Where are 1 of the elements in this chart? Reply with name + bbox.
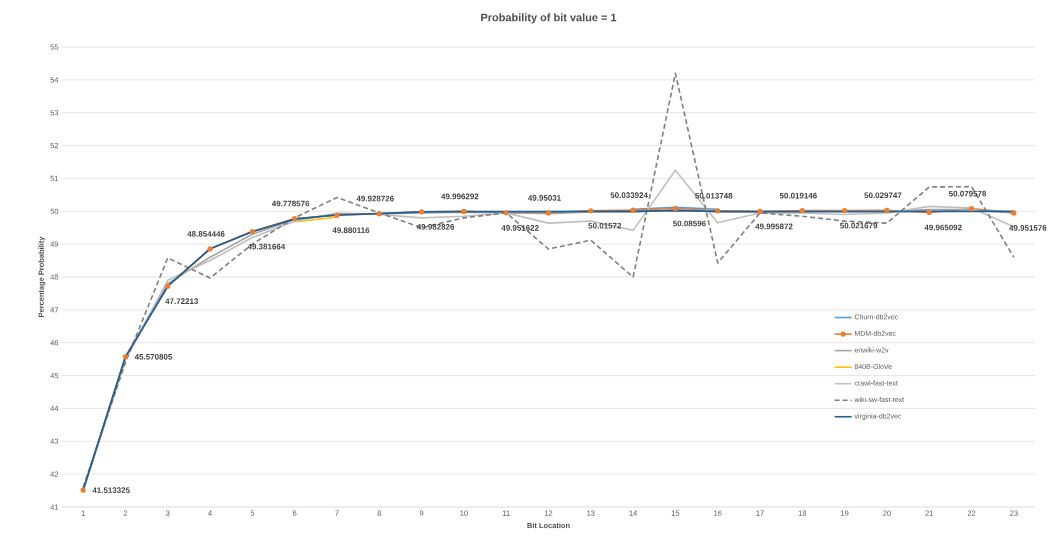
chart-title: Probability of bit value = 1 — [481, 13, 617, 24]
